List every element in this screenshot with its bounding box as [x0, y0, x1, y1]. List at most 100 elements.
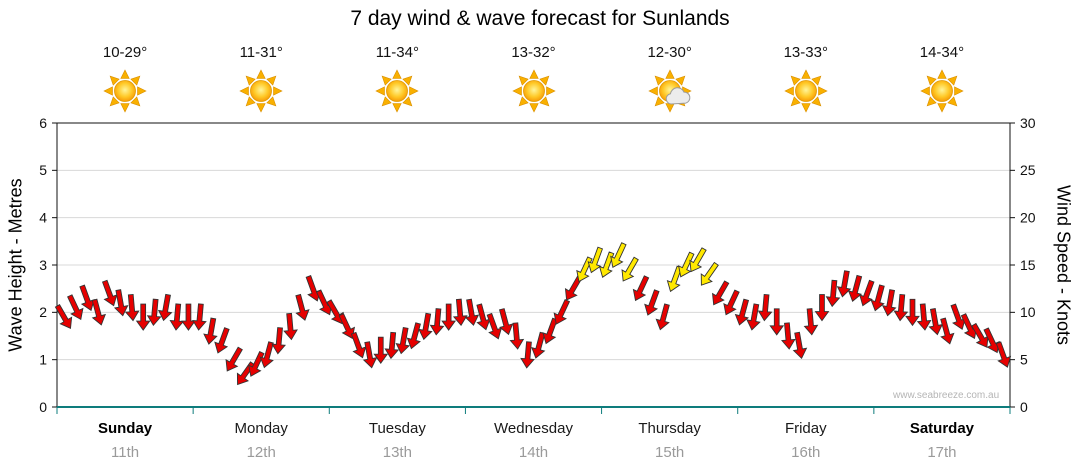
- day-date: 17th: [927, 444, 957, 461]
- wind-arrow: [621, 256, 639, 282]
- wind-arrow: [350, 331, 367, 359]
- day-name: Tuesday: [368, 420, 426, 437]
- wind-arrow: [135, 303, 151, 331]
- wind-arrow: [553, 298, 571, 325]
- wind-arrow: [271, 327, 286, 355]
- wind-arrow: [418, 312, 433, 341]
- right-tick-label: 5: [1020, 352, 1028, 368]
- wind-arrow: [395, 326, 411, 355]
- right-tick-label: 20: [1020, 210, 1036, 226]
- wind-arrow: [214, 327, 230, 354]
- wind-arrow: [203, 317, 218, 345]
- wind-arrow: [295, 293, 310, 321]
- sun-icon: [102, 68, 148, 114]
- day-date: 16th: [791, 444, 821, 461]
- wind-arrow: [836, 270, 852, 298]
- wind-arrow: [700, 261, 719, 286]
- day-name: Wednesday: [494, 420, 573, 437]
- wind-arrow: [157, 293, 173, 322]
- wind-arrow: [723, 289, 740, 316]
- day-date: 15th: [655, 444, 685, 461]
- page-title: 7 day wind & wave forecast for Sunlands: [350, 7, 730, 30]
- wind-arrow: [905, 298, 920, 327]
- wind-arrow: [283, 312, 298, 341]
- wind-arrow: [338, 313, 356, 340]
- wind-arrow: [940, 317, 955, 345]
- wind-arrow: [326, 299, 344, 325]
- wind-arrow: [113, 289, 129, 317]
- left-tick-label: 5: [39, 162, 47, 178]
- sun-icon: [919, 68, 965, 114]
- right-tick-label: 15: [1020, 257, 1036, 273]
- wind-arrow: [814, 294, 830, 322]
- wind-arrow: [531, 331, 546, 359]
- day-temperature: 11-34°: [375, 44, 419, 61]
- left-tick-label: 4: [39, 210, 47, 226]
- wind-arrow: [712, 280, 730, 306]
- wind-arrow: [192, 303, 207, 331]
- wind-arrow: [452, 298, 468, 327]
- wind-arrow: [429, 308, 445, 336]
- day-date: 13th: [382, 444, 412, 461]
- day-temperature: 11-31°: [239, 44, 283, 61]
- wind-arrow: [520, 341, 535, 369]
- watermark: www.seabreeze.com.au: [893, 390, 1000, 401]
- wind-arrow: [870, 284, 885, 312]
- left-tick-label: 0: [39, 399, 47, 415]
- wind-arrow: [893, 293, 909, 322]
- wind-arrow: [259, 341, 274, 369]
- wind-arrow: [825, 279, 841, 308]
- wind-arrow: [916, 303, 932, 331]
- left-tick-label: 1: [39, 352, 47, 368]
- wind-arrow: [859, 279, 875, 307]
- sun-icon: [783, 68, 829, 114]
- wind-arrow: [689, 247, 707, 273]
- wind-arrow: [792, 331, 808, 360]
- wind-arrow: [181, 303, 196, 331]
- day-name: Thursday: [638, 420, 701, 437]
- left-tick-label: 2: [39, 304, 47, 320]
- day-name: Monday: [234, 420, 288, 437]
- day-date: 11th: [111, 444, 140, 461]
- wind-arrow: [146, 298, 162, 327]
- wind-arrow: [995, 341, 1012, 368]
- wind-arrow: [101, 279, 118, 307]
- wind-arrow: [91, 298, 106, 326]
- day-temperature: 10-29°: [102, 44, 148, 61]
- wind-arrow: [678, 251, 695, 278]
- day-name: Saturday: [909, 420, 975, 437]
- wind-arrow: [384, 331, 400, 360]
- wind-arrow: [598, 251, 615, 278]
- day-temperature: 13-32°: [511, 44, 556, 61]
- sun-icon: [374, 68, 420, 114]
- left-tick-label: 6: [39, 115, 47, 131]
- sun-icon: [511, 68, 557, 114]
- wind-arrow: [983, 327, 1000, 354]
- day-temperature: 14-34°: [919, 44, 965, 61]
- wind-arrow: [587, 246, 604, 274]
- wind-arrow: [124, 293, 140, 322]
- wind-arrow: [928, 308, 944, 336]
- wind-arrow: [644, 289, 660, 316]
- wind-arrow: [169, 303, 185, 331]
- wind-arrow: [406, 322, 421, 350]
- wind-arrow: [498, 308, 514, 336]
- right-tick-label: 30: [1020, 115, 1036, 131]
- wind-arrow: [54, 303, 73, 329]
- wind-arrow: [655, 303, 670, 331]
- wind-arrow: [610, 242, 627, 269]
- wind-arrow: [769, 308, 785, 336]
- wind-arrow: [362, 341, 378, 369]
- right-tick-label: 10: [1020, 304, 1036, 320]
- partly-cloudy-icon: [647, 68, 693, 114]
- left-tick-label: 3: [39, 257, 47, 273]
- day-date: 14th: [518, 444, 549, 461]
- day-date: 12th: [246, 444, 276, 461]
- wind-arrow: [464, 298, 480, 326]
- wind-arrow: [509, 322, 525, 350]
- wind-arrow: [847, 274, 863, 302]
- wind-arrow: [781, 322, 796, 350]
- wind-arrow: [881, 289, 897, 317]
